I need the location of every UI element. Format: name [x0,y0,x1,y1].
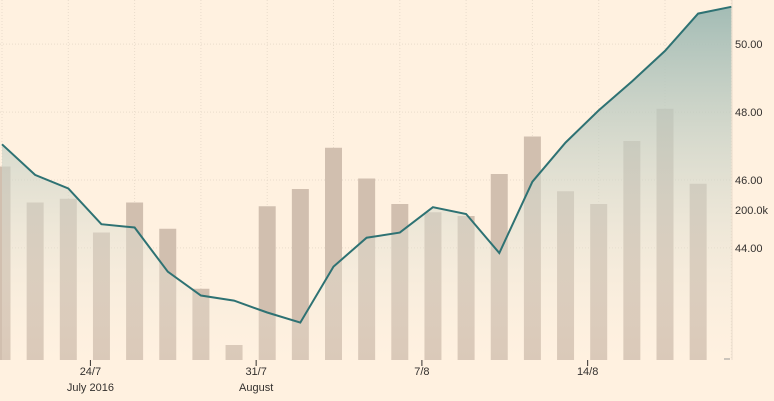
x-tick-label: 7/8 [414,366,429,378]
x-tick-label: 14/8 [577,366,598,378]
x-axis-labels: 24/7 31/7 7/8 14/8 July 2016 August [67,360,598,394]
price-line [1,5,732,324]
x-tick-label: 31/7 [245,366,266,378]
x-tick-label: 24/7 [80,366,101,378]
x-period-label: August [239,382,273,394]
y-tick-label: 50.00 [735,39,763,51]
y-axis-labels: 44.00 46.00 48.00 50.00 200.0k [724,39,769,360]
y-tick-label: 46.00 [735,175,763,187]
y-tick-label: 48.00 [735,107,763,119]
volume-tick-label: 200.0k [735,205,769,217]
x-period-label: July 2016 [67,382,114,394]
price-area [2,6,732,361]
y-tick-label: 44.00 [735,243,763,255]
